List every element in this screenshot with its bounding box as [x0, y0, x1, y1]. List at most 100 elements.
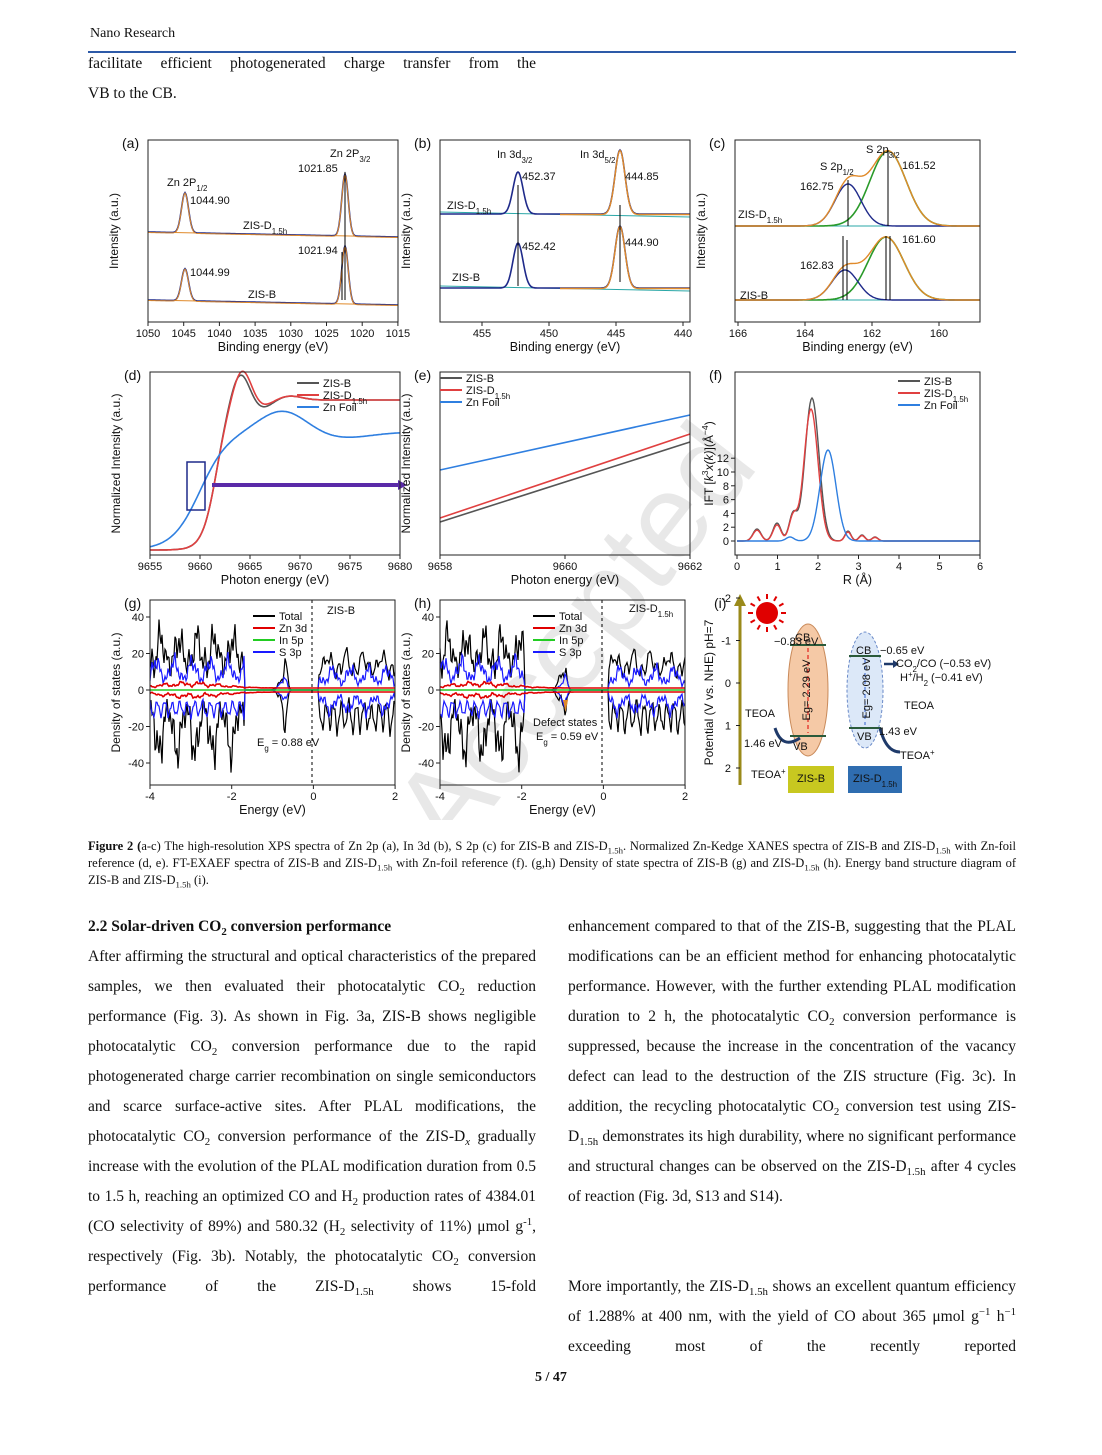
xanes-curve [149, 410, 401, 548]
x-axis-label: Energy (eV) [529, 803, 596, 817]
text-run: with Zn-foil reference (d, e). FT-EXAEF … [88, 839, 1016, 870]
plot-frame [439, 599, 686, 786]
text-run: 1.5h [272, 227, 287, 236]
annotation: ZIS-D1.5h [447, 200, 491, 216]
sun-ray [778, 619, 784, 624]
text-run: 2 [453, 1256, 459, 1269]
x-tick-label: 1015 [386, 328, 410, 340]
text-run: = 0.59 eV [548, 731, 599, 743]
x-tick-label: 1020 [350, 328, 374, 340]
y-axis-label: Potential (V vs. NHE) pH=7 [702, 619, 716, 765]
panel-label: (f) [709, 367, 722, 383]
y-axis-label: Normalized Intensity (a.u.) [399, 393, 413, 533]
text-run: 1.5h [767, 216, 782, 225]
text-run: 5/2 [604, 156, 615, 165]
x-tick-label: 445 [607, 328, 625, 340]
y-tick-label: 40 [422, 612, 434, 624]
annotation: Zn 2P3/2 [330, 148, 370, 164]
xanes-curve [150, 370, 400, 551]
annotation: S 2p3/2 [866, 144, 900, 160]
y-tick-label: 0 [138, 685, 144, 697]
sun-ray [773, 596, 778, 602]
x-tick-label: 450 [540, 328, 558, 340]
text-run: 1.5h [882, 780, 897, 789]
legend-label: In 5p [279, 635, 303, 647]
x-axis-label: Binding energy (eV) [802, 340, 912, 354]
transfer-arrow-head [893, 660, 899, 668]
annotation: −0.65 eV [880, 645, 925, 657]
y-tick-label: 0 [725, 678, 731, 690]
text-run: 1.5h [376, 862, 393, 873]
legend-label: S 3p [559, 647, 582, 659]
teoa-arrow [878, 727, 901, 754]
y-axis-label: Intensity (a.u.) [107, 193, 121, 269]
x-tick-label: 5 [936, 561, 942, 573]
sun-ray [750, 619, 756, 624]
sun-ray [756, 596, 761, 602]
text-run: (i). [190, 873, 209, 887]
y-tick-label: 6 [723, 495, 729, 507]
text-run: Zn 2P [167, 177, 196, 189]
y-tick-label: -40 [418, 758, 434, 770]
journal-header: Nano Research [90, 26, 176, 41]
body-paragraph: enhancement compared to that of the ZIS-… [568, 912, 1016, 1212]
text-run: enhancement compared to that of the ZIS-… [568, 918, 1016, 1025]
legend-label: S 3p [279, 647, 302, 659]
x-tick-label: 1040 [207, 328, 231, 340]
text-run: 1.5h [495, 392, 510, 401]
x-tick-label: 162 [863, 328, 881, 340]
y-tick-label: 0 [428, 685, 434, 697]
legend-label: ZIS-B [924, 376, 952, 388]
annotation: Eg= 2.29 eV [801, 659, 813, 721]
panel-label: (i) [714, 595, 726, 611]
legend-label: ZIS-B [323, 378, 351, 390]
text-run: 1.5h [804, 862, 820, 873]
annotation: CB [795, 632, 810, 644]
text-run: ZIS-D [629, 603, 658, 615]
x-tick-label: 1045 [171, 328, 195, 340]
text-run: 3 [700, 470, 710, 475]
y-axis-label: Density of states (a.u.) [399, 632, 413, 752]
text-run: Zn 2P [330, 148, 359, 160]
text-run: /H [913, 672, 924, 684]
panel-label: (c) [709, 135, 725, 151]
y-tick-label: 2 [723, 522, 729, 534]
text-run: g [543, 738, 547, 747]
plot-frame [734, 371, 981, 556]
text-run: conversion performance of the ZIS-D [88, 1248, 536, 1295]
dos-zn3d [149, 691, 395, 700]
fit-spectrum [148, 172, 398, 238]
annotation: Eg = 0.88 eV [257, 737, 320, 753]
x-tick-label: -2 [227, 791, 237, 803]
text-run: selectivity of 11%) μmol g [345, 1218, 524, 1235]
text-run: IFT [ [702, 481, 716, 506]
y-axis-label: Intensity (a.u.) [399, 193, 413, 269]
text-run: (−0.41 eV) [928, 672, 983, 684]
x-tick-label: 440 [674, 328, 692, 340]
annotation: CB [856, 645, 871, 657]
annotation: S 2p1/2 [820, 161, 854, 177]
text-run: 1.5h [607, 845, 623, 856]
potential-axis-head [734, 594, 746, 606]
legend-label: ZIS-D1.5h [466, 385, 510, 401]
annotation: 1044.90 [190, 195, 230, 207]
text-run: 1/2 [843, 168, 854, 177]
legend-label: Zn Foil [924, 400, 958, 412]
text-run: −1 [1004, 1305, 1016, 1318]
text-run: conversion performance due to the rapid … [88, 1038, 536, 1145]
y-axis-label: Normalized Intensity (a.u.) [109, 393, 123, 533]
intro-line: facilitate efficient photogenerated char… [88, 55, 536, 72]
y-tick-label: -20 [418, 722, 434, 734]
x-axis-label: Binding energy (eV) [218, 340, 328, 354]
annotation: ZIS-B [740, 290, 768, 302]
text-run: TEOA [900, 750, 931, 762]
x-tick-label: 9655 [138, 561, 162, 573]
text-run: x(k) [702, 450, 716, 471]
y-axis-label: Intensity (a.u.) [694, 193, 708, 269]
plot-frame [149, 371, 401, 556]
text-run: conversion performance is suppressed, be… [568, 1008, 1016, 1115]
y-tick-label: -40 [128, 758, 144, 770]
defect-arrow [563, 700, 568, 712]
legend-label: Total [279, 611, 302, 623]
component-curve [735, 269, 980, 301]
